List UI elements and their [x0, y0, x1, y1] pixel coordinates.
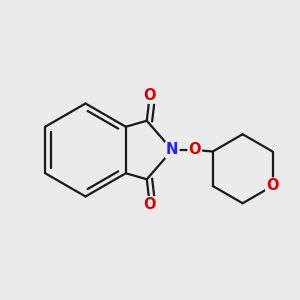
- Text: O: O: [143, 197, 156, 212]
- Text: N: N: [166, 142, 178, 158]
- Text: O: O: [188, 142, 201, 158]
- Text: O: O: [143, 88, 156, 103]
- Text: O: O: [266, 178, 279, 194]
